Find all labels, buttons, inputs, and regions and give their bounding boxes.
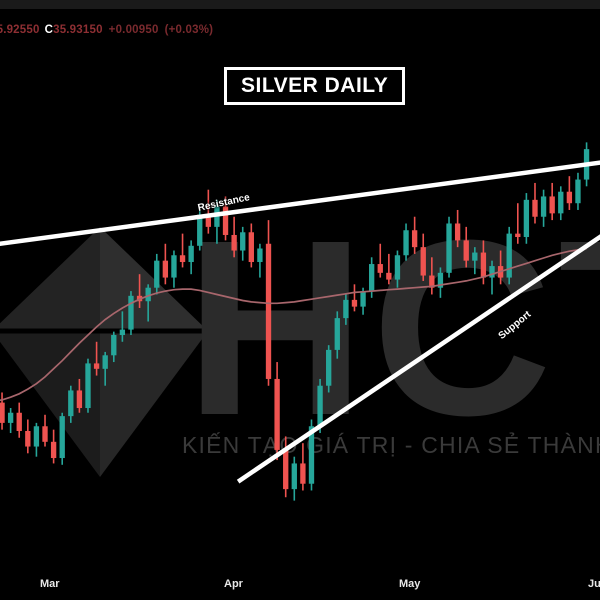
x-tick-apr: Apr xyxy=(224,578,243,590)
candle-body xyxy=(171,255,177,278)
candle-body xyxy=(386,272,392,280)
candle-body xyxy=(394,255,401,280)
candle-body xyxy=(205,214,212,227)
x-tick-mar: Mar xyxy=(40,578,60,590)
chart-title-badge: SILVER DAILY xyxy=(224,67,406,105)
candle-body xyxy=(257,248,263,263)
candle-body xyxy=(368,264,375,292)
candle-body xyxy=(463,240,469,261)
candle-body xyxy=(360,291,366,307)
chart-plot-area: HCTKIẾN TẠO GIÁ TRỊ - CHIA SẺ THÀNH xyxy=(0,9,600,564)
candle-body xyxy=(523,199,530,238)
candle-body xyxy=(326,349,332,386)
candle-body xyxy=(231,234,237,251)
candle-body xyxy=(102,355,108,369)
candle-body xyxy=(454,223,461,241)
candlestick-svg: HCTKIẾN TẠO GIÁ TRỊ - CHIA SẺ THÀNH xyxy=(0,142,600,501)
candle-body xyxy=(188,245,194,263)
page-title: SILVER DAILY xyxy=(241,74,389,97)
candle-body xyxy=(558,191,564,214)
candle-body xyxy=(480,252,487,278)
candle-body xyxy=(25,431,31,447)
candle-body xyxy=(420,247,426,276)
candle-body xyxy=(411,230,418,248)
candle-body xyxy=(162,260,169,278)
candle-body xyxy=(489,266,495,278)
candle-body xyxy=(446,223,452,273)
ticker-close-label: C xyxy=(44,24,54,36)
svg-text:KIẾN TẠO GIÁ TRỊ - CHIA SẺ THÀ: KIẾN TẠO GIÁ TRỊ - CHIA SẺ THÀNH xyxy=(182,430,600,458)
x-tick-jun: Jun xyxy=(588,578,600,590)
candle-body xyxy=(343,299,349,319)
candle-body xyxy=(179,255,186,263)
candle-body xyxy=(566,191,573,204)
candle-body xyxy=(197,214,203,246)
candle-body xyxy=(59,416,65,459)
ticker-open-price: 35.92550 xyxy=(0,24,40,36)
candle-body xyxy=(85,363,91,409)
candle-body xyxy=(429,275,435,288)
candle-body xyxy=(111,335,117,356)
candle-body xyxy=(0,402,5,423)
candle-body xyxy=(50,441,57,459)
candle-body xyxy=(145,287,151,302)
candle-body xyxy=(377,264,383,273)
candle-body xyxy=(42,426,48,442)
candle-body xyxy=(33,426,40,447)
candle-body xyxy=(128,295,134,330)
candle-body xyxy=(68,390,74,417)
candle-body xyxy=(214,206,220,227)
candle-body xyxy=(119,329,126,336)
candle-body xyxy=(506,233,512,278)
candle-body xyxy=(549,196,555,214)
candle-body xyxy=(7,412,14,423)
candle-body xyxy=(240,232,246,251)
candle-body xyxy=(93,363,100,369)
candle-body xyxy=(351,299,358,307)
candle-body xyxy=(437,272,444,288)
x-tick-may: May xyxy=(399,578,421,590)
candle-body xyxy=(308,426,315,484)
candle-body xyxy=(16,412,22,431)
candle-body xyxy=(76,390,83,409)
candle-body xyxy=(248,232,254,263)
svg-text:HCT: HCT xyxy=(185,188,600,467)
candle-body xyxy=(334,318,340,350)
trendline-resistance xyxy=(0,160,600,247)
candle-body xyxy=(283,449,289,490)
candle-body xyxy=(265,243,272,379)
ticker-quote: 35.92550 C35.93150 +0.00950 (+0.03%) xyxy=(0,24,213,36)
x-axis: Mar Apr May Jun xyxy=(0,578,600,600)
candle-body xyxy=(472,252,478,261)
candle-body xyxy=(274,378,280,450)
candle-body xyxy=(317,385,323,427)
candle-body xyxy=(154,260,160,288)
top-strip xyxy=(0,0,600,9)
watermark-layer: HCTKIẾN TẠO GIÁ TRỊ - CHIA SẺ THÀNH xyxy=(0,188,600,500)
candle-body xyxy=(300,463,306,484)
candle-body xyxy=(291,463,297,490)
candle-body xyxy=(540,196,547,217)
ticker-change-percent: (+0.03%) xyxy=(164,24,214,36)
trendline-support xyxy=(236,234,600,484)
candle-body xyxy=(403,230,409,256)
candle-body xyxy=(575,179,581,204)
candle-body xyxy=(532,199,538,217)
candles-layer xyxy=(0,142,590,501)
candle-body xyxy=(222,206,229,235)
moving-average-line xyxy=(0,247,587,402)
candle-body xyxy=(515,233,521,238)
ticker-change-absolute: +0.00950 xyxy=(108,24,159,36)
ticker-close-price: 35.93150 xyxy=(53,24,103,36)
